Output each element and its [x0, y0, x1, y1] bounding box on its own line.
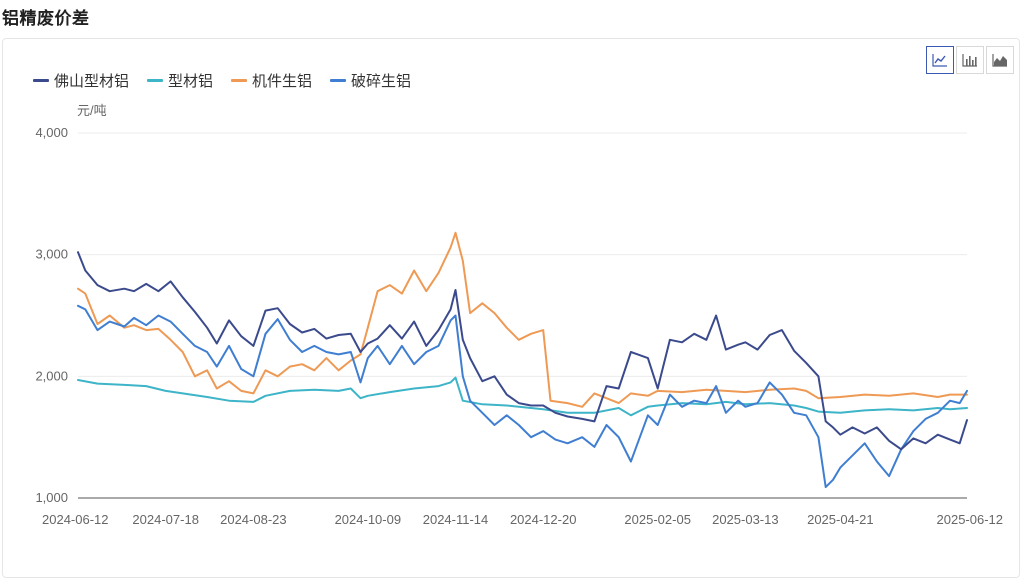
legend-swatch: [33, 79, 49, 82]
y-axis-unit-label: 元/吨: [77, 103, 107, 118]
legend-item-foshan-profile-aluminum[interactable]: 佛山型材铝: [33, 70, 129, 91]
series-line-3[interactable]: [77, 304, 968, 489]
y-tick-label: 1,000: [35, 490, 68, 505]
x-tick-label: 2025-04-21: [807, 512, 874, 527]
chart-legend: 佛山型材铝 型材铝 机件生铝 破碎生铝: [33, 70, 411, 91]
legend-label: 机件生铝: [252, 73, 313, 90]
grid-layer: [78, 132, 967, 377]
legend-item-shredded-raw-aluminum[interactable]: 破碎生铝: [330, 70, 411, 91]
y-tick-label: 2,000: [35, 368, 68, 383]
legend-item-profile-aluminum[interactable]: 型材铝: [147, 70, 213, 91]
series-line-1[interactable]: [77, 376, 968, 417]
area-chart-button[interactable]: [986, 46, 1014, 74]
x-tick-label: 2024-06-12: [42, 512, 109, 527]
x-tick-label: 2024-10-09: [335, 512, 402, 527]
legend-label: 佛山型材铝: [54, 73, 130, 90]
x-tick-label: 2024-07-18: [132, 512, 199, 527]
legend-swatch: [330, 79, 347, 82]
x-tick-label: 2024-11-14: [423, 512, 489, 527]
y-tick-label: 3,000: [35, 247, 68, 262]
x-tick-label: 2024-12-20: [510, 512, 577, 527]
x-tick-label: 2025-03-13: [712, 512, 779, 527]
legend-label: 型材铝: [168, 73, 214, 90]
line-chart-icon: [932, 54, 947, 67]
legend-swatch: [147, 79, 164, 82]
y-tick-label: 4,000: [35, 125, 68, 140]
line-chart-button[interactable]: [926, 46, 954, 74]
axis-layer: 元/吨 1,000 2,000 3,000 4,000 2024-06-12 2024-0…: [35, 103, 1003, 527]
x-tick-label: 2024-08-23: [220, 512, 287, 527]
series-layer: [77, 231, 968, 489]
x-tick-label: 2025-06-12: [937, 512, 1004, 527]
chart-type-toolbar: [924, 46, 1014, 74]
series-line-2[interactable]: [77, 231, 968, 408]
legend-item-machine-parts-raw-aluminum[interactable]: 机件生铝: [231, 70, 312, 91]
series-line-0[interactable]: [77, 251, 968, 451]
bar-chart-button[interactable]: [956, 46, 984, 74]
bar-chart-icon: [962, 54, 977, 67]
legend-swatch: [231, 79, 248, 82]
chart-card: [2, 38, 1020, 578]
legend-label: 破碎生铝: [351, 73, 412, 90]
area-chart-icon: [992, 54, 1007, 67]
x-tick-label: 2025-02-05: [624, 512, 691, 527]
page-title: 铝精废价差: [2, 9, 90, 28]
